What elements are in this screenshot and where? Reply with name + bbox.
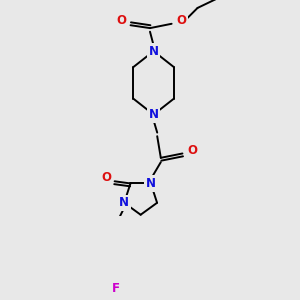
Text: N: N: [148, 45, 159, 58]
Text: F: F: [112, 282, 119, 295]
Text: O: O: [188, 144, 197, 157]
Text: O: O: [116, 14, 126, 27]
Text: N: N: [148, 108, 159, 121]
Text: N: N: [119, 196, 129, 209]
Text: O: O: [101, 171, 111, 184]
Text: O: O: [176, 14, 186, 27]
Text: N: N: [146, 177, 156, 190]
